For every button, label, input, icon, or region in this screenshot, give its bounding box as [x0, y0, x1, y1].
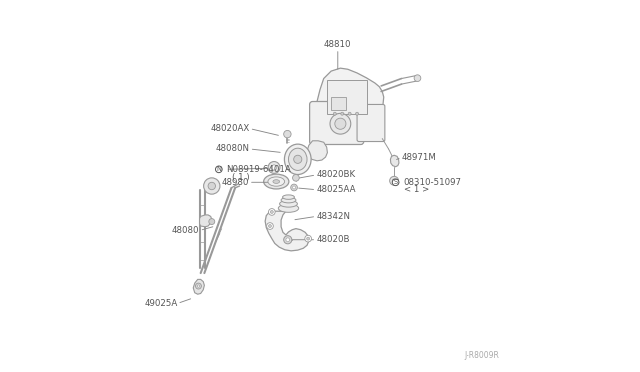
Text: N: N [216, 166, 221, 172]
Circle shape [271, 165, 276, 170]
Ellipse shape [294, 155, 302, 163]
Circle shape [305, 235, 312, 242]
Circle shape [286, 238, 290, 241]
Text: 48025AA: 48025AA [316, 185, 356, 194]
Polygon shape [307, 141, 328, 161]
Circle shape [269, 209, 275, 215]
Circle shape [284, 131, 291, 138]
Text: 48342N: 48342N [316, 212, 350, 221]
Text: 08310-51097: 08310-51097 [403, 178, 461, 187]
Circle shape [307, 237, 310, 240]
Circle shape [208, 182, 216, 190]
Text: 49025A: 49025A [144, 299, 177, 308]
Circle shape [197, 285, 200, 287]
Circle shape [333, 112, 336, 115]
Circle shape [284, 235, 292, 244]
Text: J-R8009R: J-R8009R [465, 351, 500, 360]
Ellipse shape [268, 177, 285, 186]
Text: 48020AX: 48020AX [211, 124, 250, 133]
Ellipse shape [284, 144, 311, 174]
Text: 48020BK: 48020BK [316, 170, 355, 179]
Circle shape [348, 112, 351, 115]
Text: 48080: 48080 [172, 226, 200, 235]
Ellipse shape [280, 201, 298, 207]
Polygon shape [390, 155, 399, 167]
Text: N08919-6401A: N08919-6401A [226, 165, 291, 174]
Circle shape [267, 223, 273, 230]
Circle shape [204, 178, 220, 194]
Circle shape [330, 113, 351, 134]
Text: 48810: 48810 [324, 40, 351, 49]
Polygon shape [265, 211, 309, 251]
Ellipse shape [278, 204, 299, 212]
FancyBboxPatch shape [357, 105, 385, 141]
Circle shape [292, 186, 296, 189]
Text: 48971M: 48971M [401, 153, 436, 161]
Circle shape [340, 112, 344, 115]
Polygon shape [315, 68, 384, 120]
Text: < 1 >: < 1 > [404, 185, 429, 194]
FancyBboxPatch shape [331, 97, 346, 110]
Polygon shape [200, 215, 212, 227]
Text: ( 1 ): ( 1 ) [232, 173, 250, 182]
Circle shape [335, 118, 346, 129]
Circle shape [269, 225, 271, 228]
Text: S: S [394, 179, 397, 185]
Ellipse shape [289, 148, 307, 170]
Circle shape [209, 219, 215, 225]
Text: 48980: 48980 [221, 178, 249, 187]
Ellipse shape [264, 174, 289, 189]
Ellipse shape [281, 197, 296, 203]
Circle shape [291, 184, 298, 191]
Circle shape [268, 161, 280, 173]
Circle shape [392, 179, 396, 183]
Circle shape [414, 75, 421, 81]
Circle shape [356, 112, 358, 115]
Text: 48020B: 48020B [316, 235, 350, 244]
Text: 48080N: 48080N [216, 144, 250, 153]
Circle shape [270, 211, 273, 214]
FancyBboxPatch shape [326, 80, 367, 114]
FancyBboxPatch shape [310, 102, 364, 144]
Circle shape [292, 174, 300, 181]
Circle shape [390, 176, 399, 185]
Ellipse shape [283, 195, 294, 199]
Ellipse shape [273, 180, 280, 183]
Polygon shape [193, 279, 204, 294]
Circle shape [195, 283, 202, 289]
